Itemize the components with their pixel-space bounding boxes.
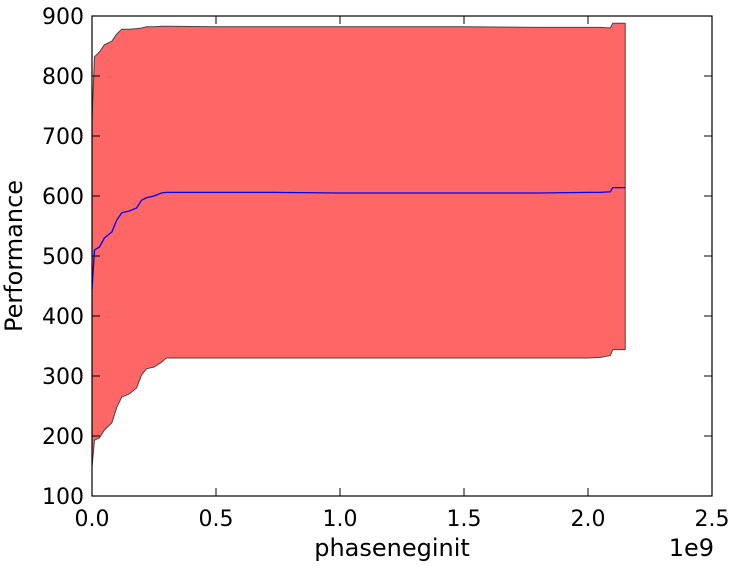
- y-tick-label: 300: [42, 365, 84, 390]
- y-tick-label: 100: [42, 485, 84, 510]
- y-tick-label: 900: [42, 5, 84, 30]
- line-layer: [91, 186, 626, 290]
- x-tick-label: 0.0: [75, 507, 110, 532]
- x-tick-label: 2.0: [571, 507, 606, 532]
- x-tick-label: 2.5: [695, 507, 730, 532]
- y-tick-label: 800: [42, 65, 84, 90]
- y-tick-label: 400: [42, 305, 84, 330]
- y-axis-label: Performance: [0, 180, 28, 332]
- x-axis-label: phaseneginit: [314, 534, 470, 562]
- y-tick-label: 600: [42, 185, 84, 210]
- mean-line-0: [91, 186, 626, 290]
- band-layer: [91, 22, 626, 468]
- y-tick-label: 700: [42, 125, 84, 150]
- x-offset-label: 1e9: [669, 534, 714, 562]
- tick-layer: 0.0 0.5 1.0 1.5 2.0 2.5 100 200 300 400 500 600 700 8…: [42, 5, 730, 532]
- y-tick-label: 500: [42, 245, 84, 270]
- x-tick-label: 0.5: [199, 507, 234, 532]
- confidence-band-0: [91, 22, 626, 468]
- x-tick-label: 1.0: [323, 507, 358, 532]
- x-tick-label: 1.5: [447, 507, 482, 532]
- y-tick-label: 200: [42, 425, 84, 450]
